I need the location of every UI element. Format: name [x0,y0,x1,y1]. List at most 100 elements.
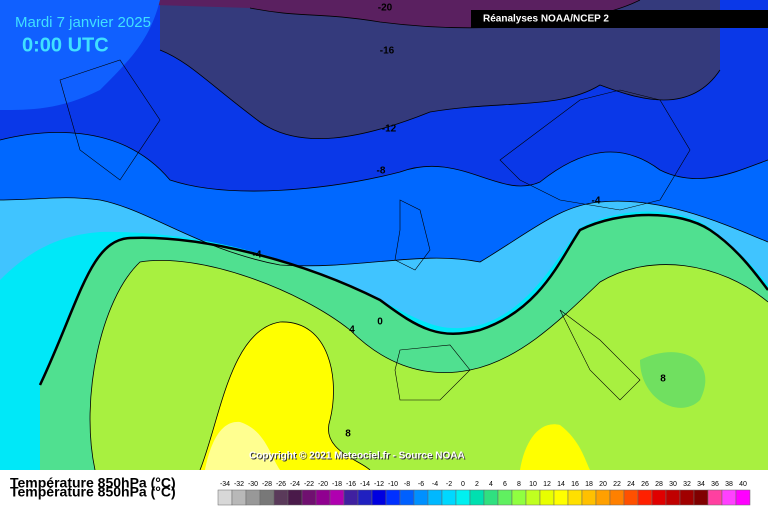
legend-label: -18 [332,481,342,488]
legend-label: 36 [711,481,719,488]
legend-label: 18 [585,481,593,488]
legend-swatch [343,489,359,506]
legend-label: 28 [655,481,663,488]
legend-label: 12 [543,481,551,488]
legend-swatch [679,489,695,506]
source-box [471,10,768,28]
legend-label: 34 [697,481,705,488]
legend-swatch [637,489,653,506]
contour-label: -16 [380,46,395,57]
legend-label: -14 [360,481,370,488]
legend-label: 30 [669,481,677,488]
legend-swatch [567,489,583,506]
legend-label: -22 [304,481,314,488]
legend-swatch [483,489,499,506]
legend-swatch [413,489,429,506]
legend-swatch [217,489,233,506]
legend-swatch [371,489,387,506]
legend-scale: -34 -32 -30 -28 -26 -24 -22 -20 -18 -16 -14 -12 -10-… [217,481,751,506]
date: Mardi 7 janvier 2025 [15,14,151,31]
legend-swatch [581,489,597,506]
legend-swatch [693,489,709,506]
legend-label: 20 [599,481,607,488]
contour-label: 0 [377,317,383,328]
legend-swatch [707,489,723,506]
legend-swatch [287,489,303,506]
legend-swatch [595,489,611,506]
legend-title-shadow: Température 850hPa (°C) [10,484,176,500]
contour-label: -20 [378,3,393,14]
legend-swatch [273,489,289,506]
legend-swatch [441,489,457,506]
legend-label: 2 [475,481,479,488]
legend-label: 14 [557,481,565,488]
contour-labels: -20 -16 -12 -8 -4 -4 0 4 8 8 [253,3,667,440]
legend-swatch [525,489,541,506]
legend-swatch [315,489,331,506]
legend-label: 24 [627,481,635,488]
isotherms [0,0,768,471]
legend-title: Température 850hPa (°C) [10,475,176,491]
legend-swatch [553,489,569,506]
legend-label: -24 [290,481,300,488]
legend-swatch [497,489,513,506]
time: 0:00 UTC [22,34,109,56]
contour-label: -4 [253,250,262,261]
contour-label: 8 [345,429,351,440]
copyright: Copyright © 2021 Meteociel.fr - Source N… [249,451,465,462]
contour-label: -8 [377,166,386,177]
legend-label: -10 [388,481,398,488]
legend-label: -16 [346,481,356,488]
legend-label: -2 [446,481,452,488]
legend-swatch [399,489,415,506]
legend-swatch [329,489,345,506]
contour-label: 4 [349,325,355,336]
legend-swatch [735,489,751,506]
legend-label: -28 [262,481,272,488]
legend-swatch [609,489,625,506]
temperature-field [0,0,768,470]
legend-swatch [385,489,401,506]
legend-swatch [469,489,485,506]
legend-label: -26 [276,481,286,488]
legend-swatch [455,489,471,506]
legend-label: -20 [318,481,328,488]
coastlines [59,59,691,401]
legend-label: -34 [220,481,230,488]
legend-label: 4 [489,481,493,488]
legend-swatch [427,489,443,506]
legend-label: -4 [432,481,438,488]
legend-label: 22 [613,481,621,488]
legend-swatch [721,489,737,506]
contour-label: 8 [660,374,666,385]
legend-label: 32 [683,481,691,488]
contour-label: -12 [382,124,397,135]
legend-swatch [539,489,555,506]
legend-label: 38 [725,481,733,488]
legend-swatch [511,489,527,506]
legend-swatch [259,489,275,506]
legend-swatch [301,489,317,506]
legend-label: 16 [571,481,579,488]
legend-label: -8 [404,481,410,488]
copyright-shadow: Copyright © 2021 Meteociel.fr - Source N… [250,452,466,463]
legend-label: -30 [248,481,258,488]
legend-swatch [357,489,373,506]
legend-swatch [665,489,681,506]
legend-swatch [231,489,247,506]
legend-swatch [651,489,667,506]
legend-label: 0 [461,481,465,488]
legend-label: -12 [374,481,384,488]
legend-swatch [245,489,261,506]
legend-label: 8 [517,481,521,488]
legend-label: 26 [641,481,649,488]
legend-swatch [623,489,639,506]
legend-label: -32 [234,481,244,488]
legend-label: -6 [418,481,424,488]
legend-label: 10 [529,481,537,488]
legend-label: 40 [739,481,747,488]
source-text: Réanalyses NOAA/NCEP 2 [483,14,609,25]
contour-label: -4 [592,196,601,207]
